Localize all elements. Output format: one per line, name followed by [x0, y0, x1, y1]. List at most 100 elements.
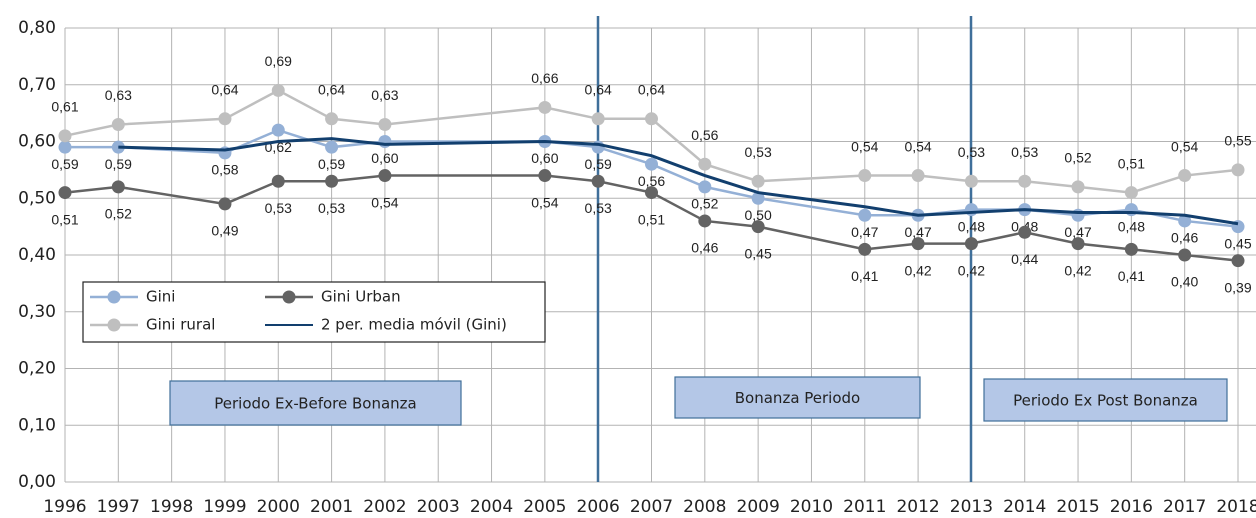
point: [911, 169, 925, 183]
legend-box: [82, 281, 546, 343]
data-label: 0,53: [585, 200, 612, 216]
data-label: 0,51: [638, 211, 665, 227]
legend-swatch: [282, 290, 296, 304]
annotation-box: [674, 376, 921, 419]
point: [1178, 214, 1192, 228]
data-label: 0,60: [531, 150, 558, 166]
x-tick-label: 2011: [843, 497, 886, 517]
y-tick-label: 0,40: [18, 245, 56, 265]
x-tick-label: 2014: [1003, 497, 1046, 517]
legend-label: Gini Urban: [321, 288, 401, 306]
data-label: 0,50: [745, 207, 772, 223]
x-tick-label: 1997: [97, 497, 140, 517]
data-label: 0,66: [531, 70, 558, 86]
point: [911, 237, 925, 251]
x-tick-label: 2001: [310, 497, 353, 517]
data-label: 0,52: [1064, 150, 1091, 166]
point: [271, 174, 285, 188]
x-tick-label: 1998: [150, 497, 193, 517]
point: [218, 197, 232, 211]
point: [645, 157, 658, 171]
point: [1018, 174, 1032, 188]
data-label: 0,64: [585, 82, 612, 98]
data-label: 0,41: [1118, 268, 1145, 284]
data-label: 0,42: [1064, 262, 1091, 278]
data-label: 0,53: [265, 200, 292, 216]
x-tick-label: 2013: [950, 497, 993, 517]
data-label: 0,53: [745, 144, 772, 160]
point: [538, 100, 552, 114]
x-tick-label: 2010: [790, 497, 833, 517]
x-tick-label: 2007: [630, 497, 673, 517]
point: [858, 242, 872, 256]
data-label: 0,48: [958, 218, 985, 234]
data-label: 0,45: [1224, 235, 1251, 251]
legend-label: Gini: [146, 288, 175, 306]
data-label: 0,53: [318, 200, 345, 216]
data-label: 0,52: [105, 206, 132, 222]
data-label: 0,55: [1224, 133, 1251, 149]
data-label: 0,53: [958, 144, 985, 160]
data-label: 0,45: [745, 245, 772, 261]
x-tick-label: 2008: [683, 497, 726, 517]
y-tick-label: 0,30: [18, 302, 56, 322]
point: [698, 180, 712, 194]
y-tick-label: 0,80: [18, 18, 56, 38]
data-label: 0,42: [904, 262, 931, 278]
annotation: Periodo Ex Post Bonanza: [1013, 392, 1198, 410]
x-tick-label: 2016: [1110, 497, 1153, 517]
point: [1071, 180, 1085, 194]
data-label: 0,47: [1064, 224, 1091, 240]
point: [325, 140, 339, 154]
y-tick-label: 0,70: [18, 75, 56, 95]
data-label: 0,53: [1011, 144, 1038, 160]
point: [591, 112, 605, 126]
point: [325, 174, 339, 188]
x-tick-label: 2005: [523, 497, 566, 517]
point: [58, 129, 72, 143]
point: [111, 117, 125, 131]
data-label: 0,59: [51, 156, 78, 172]
annotation-box: [169, 380, 462, 426]
data-label: 0,59: [318, 156, 345, 172]
x-tick-label: 2002: [363, 497, 406, 517]
point: [591, 174, 605, 188]
point: [111, 180, 125, 194]
x-tick-label: 2009: [737, 497, 780, 517]
data-label: 0,61: [51, 99, 78, 115]
data-label: 0,47: [851, 224, 878, 240]
annotation-box: [983, 378, 1228, 422]
data-label: 0,54: [851, 138, 878, 154]
x-tick-label: 2006: [577, 497, 620, 517]
data-label: 0,69: [265, 53, 292, 69]
data-label: 0,58: [211, 162, 238, 178]
data-label: 0,54: [904, 138, 931, 154]
data-label: 0,64: [638, 82, 665, 98]
data-label: 0,54: [1171, 138, 1198, 154]
data-label: 0,49: [211, 223, 238, 239]
data-label: 0,56: [638, 173, 665, 189]
legend-label: 2 per. media móvil (Gini): [321, 316, 507, 334]
point: [1018, 225, 1032, 239]
data-label: 0,60: [371, 150, 398, 166]
point: [645, 112, 658, 126]
point: [271, 83, 285, 97]
point: [858, 208, 872, 222]
data-label: 0,40: [1171, 274, 1198, 290]
point: [964, 174, 978, 188]
x-tick-label: 2012: [896, 497, 939, 517]
annotation: Periodo Ex-Before Bonanza: [214, 395, 417, 413]
data-label: 0,56: [691, 127, 718, 143]
data-label: 0,52: [691, 196, 718, 212]
data-label: 0,64: [211, 82, 238, 98]
data-label: 0,54: [531, 194, 558, 210]
x-tick-label: 2018: [1216, 497, 1256, 517]
x-tick-label: 2015: [1056, 497, 1099, 517]
data-label: 0,41: [851, 268, 878, 284]
data-label: 0,44: [1011, 251, 1038, 267]
data-label: 0,47: [904, 224, 931, 240]
data-label: 0,54: [371, 194, 398, 210]
point: [378, 169, 392, 183]
point: [378, 135, 392, 148]
data-label: 0,48: [1118, 218, 1145, 234]
